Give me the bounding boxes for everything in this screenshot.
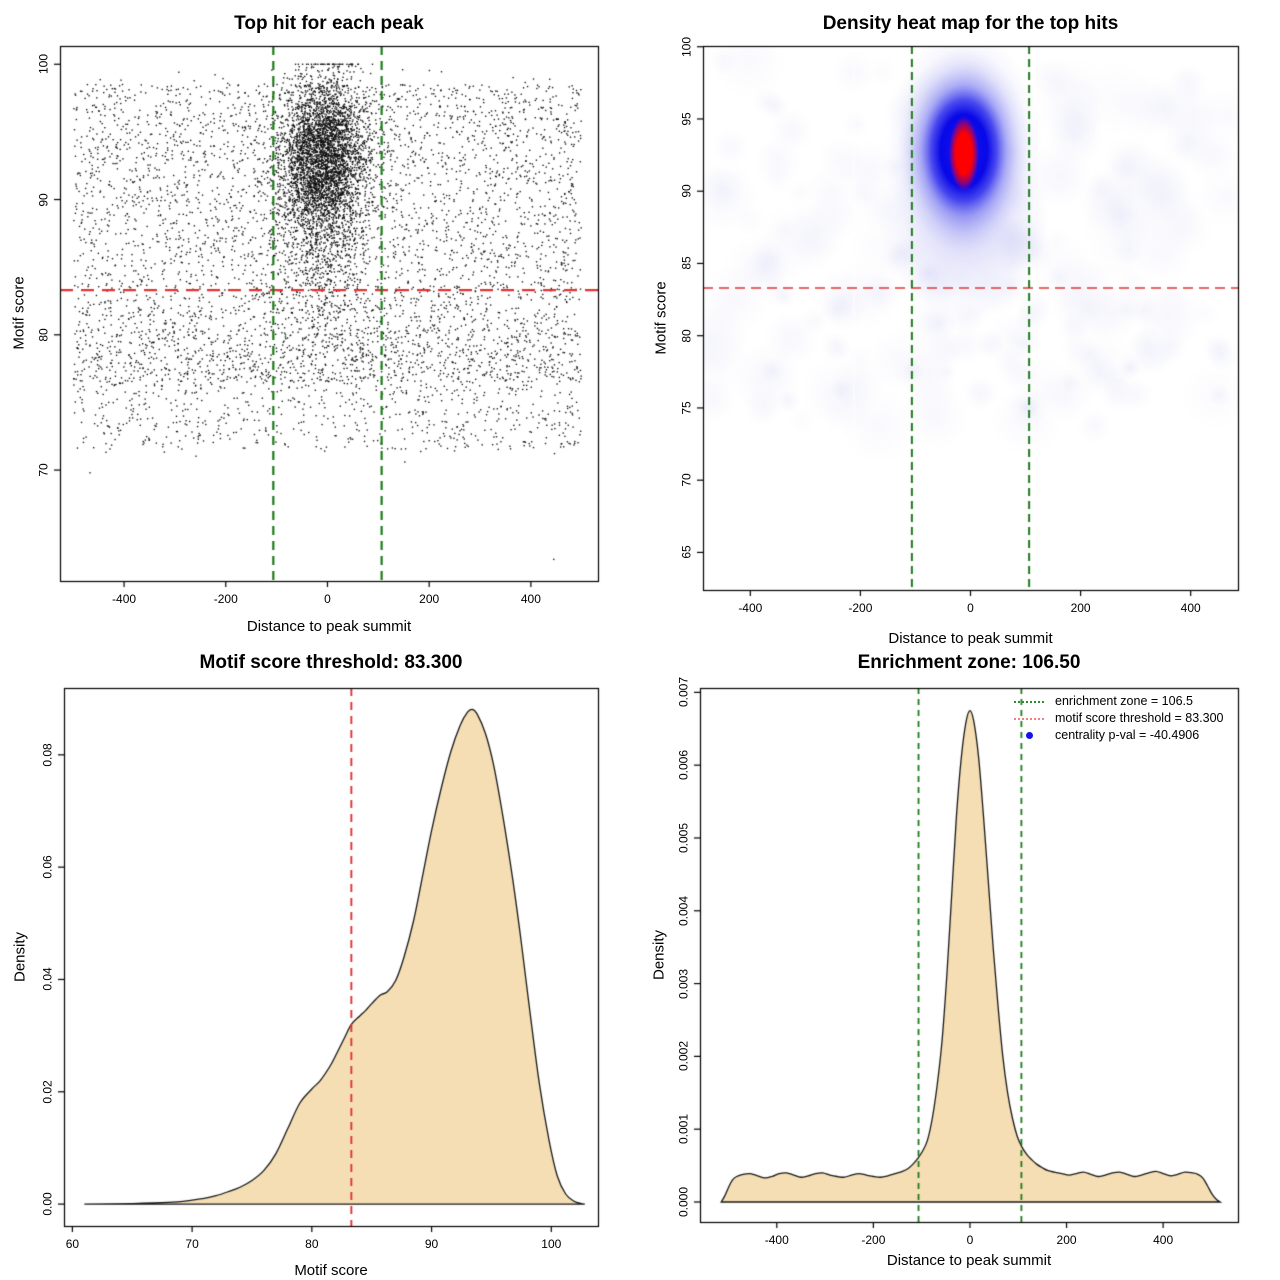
y-tick-label: 70 bbox=[679, 473, 694, 487]
x-axis-label-score-density: Motif score bbox=[294, 1262, 368, 1279]
legend-label: motif score threshold = 83.300 bbox=[1055, 711, 1224, 725]
y-tick-label: 0.06 bbox=[40, 855, 55, 879]
x-tick-label: 70 bbox=[185, 1237, 199, 1251]
y-tick-label: 0.02 bbox=[40, 1080, 55, 1104]
x-tick-label: 400 bbox=[520, 592, 541, 606]
x-tick-label: 0 bbox=[967, 601, 974, 615]
x-tick-label: 60 bbox=[65, 1237, 80, 1251]
legend-item-motif-threshold: motif score threshold = 83.300 bbox=[1014, 710, 1224, 727]
y-tick-label: 0.00 bbox=[40, 1192, 55, 1216]
y-tick-label: 90 bbox=[36, 192, 51, 207]
x-axis-label-distance-density: Distance to peak summit bbox=[886, 1252, 1052, 1269]
x-tick-label: -400 bbox=[112, 592, 137, 606]
y-tick-label: 0.08 bbox=[40, 743, 55, 767]
legend-label: centrality p-val = -40.4906 bbox=[1055, 728, 1200, 742]
x-tick-label: 200 bbox=[1056, 1233, 1077, 1247]
y-tick-label: 0.001 bbox=[676, 1114, 691, 1145]
y-tick-label: 0.002 bbox=[676, 1041, 691, 1072]
legend-label: enrichment zone = 106.5 bbox=[1055, 694, 1193, 708]
x-tick-label: 400 bbox=[1180, 601, 1201, 615]
y-tick-label: 90 bbox=[679, 184, 694, 198]
x-tick-label: 80 bbox=[305, 1237, 319, 1251]
y-tick-label: 0.006 bbox=[676, 750, 691, 781]
y-tick-label: 0.007 bbox=[676, 677, 691, 708]
y-tick-label: 70 bbox=[36, 463, 51, 477]
y-tick-label: 0.04 bbox=[40, 967, 55, 992]
y-tick-label: 0.003 bbox=[676, 968, 691, 999]
y-tick-label: 100 bbox=[679, 36, 694, 57]
y-axis-label-heatmap: Motif score bbox=[652, 281, 670, 355]
y-axis-label-scatter: Motif score bbox=[10, 276, 28, 350]
y-tick-label: 85 bbox=[679, 256, 694, 271]
x-tick-label: 400 bbox=[1153, 1233, 1174, 1247]
x-tick-label: 90 bbox=[424, 1237, 439, 1251]
y-axis-label-score-density: Density bbox=[11, 931, 29, 983]
panel-title-enrichment-zone: Enrichment zone: 106.50 bbox=[857, 652, 1081, 673]
y-tick-label: 0.000 bbox=[676, 1186, 691, 1217]
x-tick-label: -400 bbox=[764, 1233, 789, 1247]
blue-dot-swatch bbox=[1014, 732, 1044, 739]
green-dotted-line-swatch bbox=[1014, 700, 1044, 703]
y-tick-label: 80 bbox=[679, 329, 694, 343]
y-tick-label: 65 bbox=[679, 545, 694, 560]
x-axis-label-scatter: Distance to peak summit bbox=[246, 618, 412, 635]
y-tick-label: 75 bbox=[679, 401, 694, 415]
x-tick-label: 200 bbox=[1070, 601, 1091, 615]
x-tick-label: -200 bbox=[213, 592, 238, 606]
x-tick-label: 100 bbox=[541, 1237, 562, 1251]
x-tick-label: -400 bbox=[738, 601, 763, 615]
x-axis-label-heatmap: Distance to peak summit bbox=[888, 630, 1053, 647]
y-tick-label: 0.005 bbox=[676, 822, 691, 853]
y-axis-label-distance-density: Density bbox=[650, 929, 668, 981]
y-tick-label: 100 bbox=[36, 54, 51, 75]
legend-item-centrality-pval: centrality p-val = -40.4906 bbox=[1014, 727, 1224, 744]
pink-dotted-line-swatch bbox=[1014, 717, 1044, 720]
x-tick-label: -200 bbox=[861, 1233, 886, 1247]
x-tick-label: -200 bbox=[848, 601, 873, 615]
panel-title-top-hit-scatter: Top hit for each peak bbox=[234, 13, 424, 34]
x-tick-label: 200 bbox=[419, 592, 440, 606]
y-tick-label: 0.004 bbox=[676, 895, 691, 926]
y-tick-label: 95 bbox=[679, 112, 694, 126]
x-tick-label: 0 bbox=[966, 1233, 974, 1247]
y-tick-label: 80 bbox=[36, 328, 51, 342]
legend: enrichment zone = 106.5 motif score thre… bbox=[1014, 693, 1224, 744]
x-tick-label: 0 bbox=[324, 592, 331, 606]
panel-title-score-threshold: Motif score threshold: 83.300 bbox=[199, 652, 463, 673]
panel-title-density-heatmap: Density heat map for the top hits bbox=[822, 13, 1119, 34]
legend-item-enrichment-zone: enrichment zone = 106.5 bbox=[1014, 693, 1224, 710]
